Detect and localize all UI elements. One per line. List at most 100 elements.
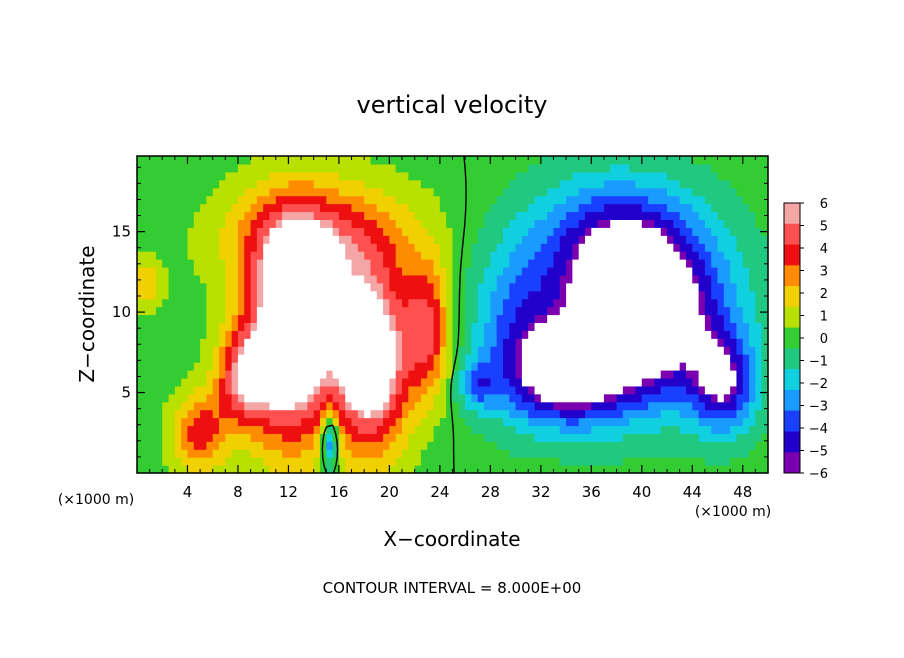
- heatmap-cell: [749, 441, 756, 450]
- heatmap-cell: [717, 457, 725, 466]
- heatmap-cell: [200, 338, 208, 347]
- heatmap-cell: [364, 433, 372, 442]
- heatmap-cell: [338, 354, 346, 363]
- heatmap-cell: [174, 274, 182, 284]
- heatmap-cell: [521, 227, 529, 236]
- heatmap-cell: [275, 156, 283, 165]
- heatmap-cell: [452, 203, 460, 213]
- heatmap-cell: [427, 314, 435, 324]
- heatmap-cell: [389, 298, 397, 308]
- heatmap-cell: [219, 377, 226, 387]
- heatmap-cell: [660, 401, 668, 411]
- heatmap-cell: [193, 171, 201, 181]
- heatmap-cell: [402, 235, 409, 244]
- heatmap-cell: [509, 282, 517, 292]
- heatmap-cell: [597, 211, 605, 220]
- heatmap-cell: [465, 179, 473, 189]
- heatmap-cell: [364, 401, 372, 411]
- heatmap-cell: [319, 306, 327, 316]
- heatmap-cell: [685, 314, 693, 324]
- heatmap-cell: [704, 282, 712, 292]
- heatmap-cell: [389, 465, 397, 474]
- heatmap-cell: [742, 243, 750, 252]
- heatmap-cell: [692, 425, 700, 434]
- heatmap-cell: [326, 457, 334, 466]
- heatmap-cell: [263, 362, 271, 371]
- heatmap-cell: [357, 417, 365, 427]
- heatmap-cell: [162, 235, 170, 244]
- heatmap-cell: [143, 251, 151, 260]
- heatmap-cell: [326, 211, 334, 220]
- heatmap-cell: [654, 227, 662, 236]
- heatmap-cell: [660, 377, 668, 387]
- heatmap-cell: [351, 298, 359, 308]
- y-tick-label: 10: [112, 303, 131, 321]
- heatmap-cell: [610, 251, 618, 260]
- heatmap-cell: [162, 433, 170, 442]
- heatmap-cell: [585, 441, 592, 450]
- heatmap-cell: [704, 449, 712, 458]
- heatmap-cell: [427, 171, 435, 181]
- heatmap-cell: [534, 290, 542, 300]
- heatmap-cell: [231, 346, 239, 355]
- heatmap-cell: [263, 401, 271, 411]
- heatmap-cell: [137, 171, 144, 181]
- heatmap-cell: [149, 219, 157, 228]
- heatmap-cell: [704, 187, 712, 197]
- heatmap-cell: [307, 282, 315, 292]
- heatmap-cell: [591, 425, 599, 434]
- heatmap-cell: [275, 362, 283, 371]
- heatmap-cell: [370, 298, 378, 308]
- heatmap-cell: [408, 259, 416, 268]
- heatmap-cell: [698, 227, 706, 236]
- heatmap-cell: [458, 171, 466, 181]
- heatmap-cell: [307, 433, 315, 442]
- heatmap-cell: [736, 187, 744, 197]
- heatmap-cell: [427, 425, 435, 434]
- heatmap-cell: [692, 203, 700, 213]
- heatmap-cell: [521, 409, 529, 419]
- heatmap-cell: [629, 298, 637, 308]
- heatmap-cell: [326, 409, 334, 419]
- heatmap-cell: [591, 282, 599, 292]
- heatmap-cell: [357, 243, 365, 252]
- heatmap-cell: [603, 266, 611, 276]
- heatmap-cell: [326, 346, 334, 355]
- heatmap-cell: [730, 243, 738, 252]
- heatmap-cell: [269, 163, 277, 173]
- heatmap-cell: [603, 171, 611, 181]
- heatmap-cell: [383, 393, 390, 403]
- heatmap-cell: [673, 187, 681, 197]
- heatmap-cell: [206, 433, 214, 442]
- heatmap-cell: [572, 298, 580, 308]
- heatmap-cell: [717, 338, 725, 347]
- heatmap-cell: [648, 417, 656, 427]
- heatmap-cell: [673, 282, 681, 292]
- heatmap-cell: [458, 449, 466, 458]
- heatmap-cell: [717, 290, 725, 300]
- heatmap-cell: [679, 266, 687, 276]
- heatmap-cell: [458, 195, 466, 205]
- heatmap-cell: [509, 369, 517, 379]
- heatmap-cell: [723, 346, 731, 355]
- heatmap-cell: [490, 179, 498, 189]
- heatmap-cell: [622, 195, 630, 205]
- heatmap-cell: [660, 290, 668, 300]
- heatmap-cell: [648, 298, 656, 308]
- heatmap-cell: [515, 457, 523, 466]
- heatmap-cell: [484, 235, 491, 244]
- heatmap-cell: [502, 409, 510, 419]
- heatmap-cell: [597, 369, 605, 379]
- heatmap-cell: [736, 203, 744, 213]
- heatmap-cell: [635, 274, 643, 284]
- heatmap-cell: [730, 203, 738, 213]
- heatmap-cell: [660, 171, 668, 181]
- heatmap-cell: [629, 457, 637, 466]
- heatmap-cell: [225, 243, 233, 252]
- heatmap-cell: [149, 163, 157, 173]
- heatmap-cell: [332, 449, 340, 458]
- heatmap-cell: [446, 409, 454, 419]
- heatmap-cell: [723, 171, 731, 181]
- heatmap-cell: [181, 274, 189, 284]
- heatmap-cell: [351, 251, 359, 260]
